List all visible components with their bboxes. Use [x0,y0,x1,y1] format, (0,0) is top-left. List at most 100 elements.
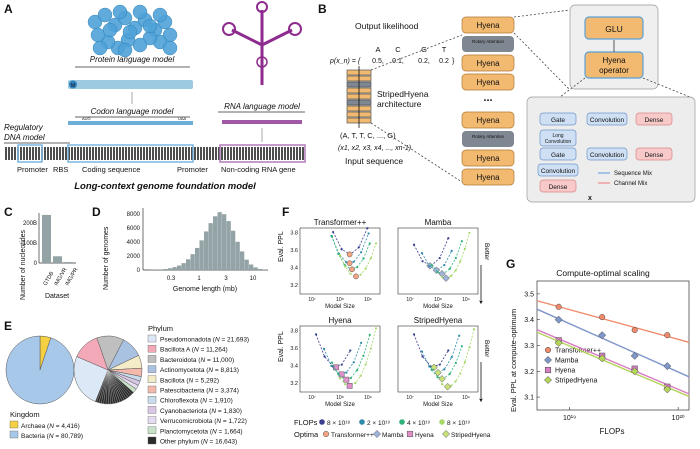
f-flops-entry: 2 × 10¹⁹ [367,420,390,427]
protein-structure-icon [87,4,178,58]
legend-channel-mix: Channel Mix [614,181,647,187]
f-curve-point [468,346,471,349]
f-curve-point [374,242,378,245]
f-optima-swatch [406,430,414,438]
g-point-stripedhyena [598,354,607,363]
phylum-n-symbol: N [211,408,216,415]
phylum-count: = 1,830) [216,408,242,415]
f-curve-point [463,361,466,364]
f-xtick: 10⁸ [434,297,442,303]
panel-c-ylabel: Number of nucleotides [20,229,27,300]
g-legend-stripedhyena: StripedHyena [555,378,598,385]
f-optima-entry: StripedHyena [451,432,491,439]
d-ytick-2000: 2000 [127,254,141,260]
f-curve-point [337,373,340,376]
convolution-box-3 [537,163,579,177]
phylum-legend-chloroflexota: Chloroflexota (N = 1,910) [160,398,233,405]
d-hist-bar [235,241,240,270]
g-legend-swatch [544,346,552,354]
input-variables: (x1, x2, x3, x4, ..., xn-1) [338,145,411,152]
f-curve-line [315,334,351,368]
phylum-swatch-pseudomonadota [147,334,157,343]
f-optima-entry: Transformer++ [331,432,374,439]
f-curve-point [438,256,441,260]
f-flops-label: FLOPs [294,418,318,427]
d-xtick-1: 1 [197,276,201,282]
d-hist-bar [186,259,191,270]
architecture-label-1: StripedHyena [377,89,429,99]
panel-d-letter: D [92,205,101,219]
phylum-swatch-bacteroidota [147,355,157,363]
phylum-swatch-actinomycetota [147,365,157,373]
phylum-count: = 8,813) [213,367,239,374]
phylum-swatch-bacillota [147,375,157,383]
kingdom-slice-bacteria [5,335,75,405]
f-optimum-marker [438,375,446,383]
kingdom-title: Kingdom [10,410,40,419]
f-curve-point [440,383,444,386]
g-point-transformerpp [664,332,671,339]
f-ylabel-bottom: Eval. PPL [278,331,285,362]
input-tokens: (A, T, T, C, ..., G) [340,131,396,140]
f-curve-point [340,363,343,366]
f-curve-point [366,227,369,230]
f-xtick: 10⁹ [364,395,372,401]
f-ytick-3.6: 3.6 [290,248,298,254]
f-curve-point [367,232,370,235]
protein-residue [132,4,148,20]
d-ylabel: Number of genomes [103,226,110,290]
d-hist-bar [208,223,213,270]
g-legend-mamba: Mamba [555,358,578,365]
prob-a: 0.5, [372,58,384,65]
d-hist-bar [195,247,200,270]
convolution-3-label: Convolution [541,168,576,175]
f-xlabel: Model Size [423,402,453,408]
f-curve-point [359,273,362,276]
c-bar-gtdb [42,214,51,263]
g-xtick-label: 10²⁰ [672,414,685,422]
g-plot: 3.1 3.2 3.3 3.4 3.5 10¹⁹ 10²⁰ Transformer++ Mamb… [524,291,690,422]
g-ytick-label: 3.5 [524,291,534,298]
f-optima-swatch [373,430,381,438]
phylum-other-stripe [107,369,131,396]
phylum-other-stripe [107,369,111,404]
phylum-name: Bacillota A ( [160,347,195,354]
protein-start-label: M [71,83,75,89]
f-optima-label: Optima [294,430,319,439]
output-likelihood-label: Output likelihood [355,21,419,31]
base-c: C [395,45,401,54]
regulatory-model-label-2: DNA model [4,133,45,142]
f-curve-point [421,260,424,263]
d-xlabel: Genome length (mb) [173,286,237,293]
phylum-count: = 5,292) [193,377,219,384]
f-xlabel: Model Size [325,304,355,310]
promoter-region-1 [17,144,43,163]
d-xtick-3: 3 [224,276,228,282]
phylum-name: Planctomycetota ( [160,428,213,435]
phylum-n-symbol: N [202,398,207,405]
f-curve-point [454,269,457,272]
phylum-swatch-planctomycetota [147,426,157,434]
dense-3-label: Dense [549,184,568,191]
phylum-other-stripe [107,369,116,404]
protein-residue [122,24,138,40]
panel-b: B Output likelihood A C G T p(x_n) = { 0… [318,2,696,203]
f-subplot-frame [397,325,479,393]
f-flops-entry: 8 × 10¹⁹ [447,420,470,427]
f-curve-point [369,347,372,350]
g-plot-area [536,280,690,411]
f-optimum-marker [346,260,353,267]
f-optimum-marker [442,274,450,282]
f-curve-point [450,274,453,278]
prob-close: } [452,58,455,65]
phylum-other-stripe [107,369,133,395]
genome-background [5,147,305,160]
foundation-model-title: Long-context genome foundation model [74,181,256,192]
f-curve-point [421,355,424,358]
f-curve-point [360,251,363,254]
prob-t: 0.2 [439,58,449,65]
f-better-bottom: Better [483,340,490,358]
d-hist-bar [222,214,227,270]
long-convolution-box [539,129,577,147]
